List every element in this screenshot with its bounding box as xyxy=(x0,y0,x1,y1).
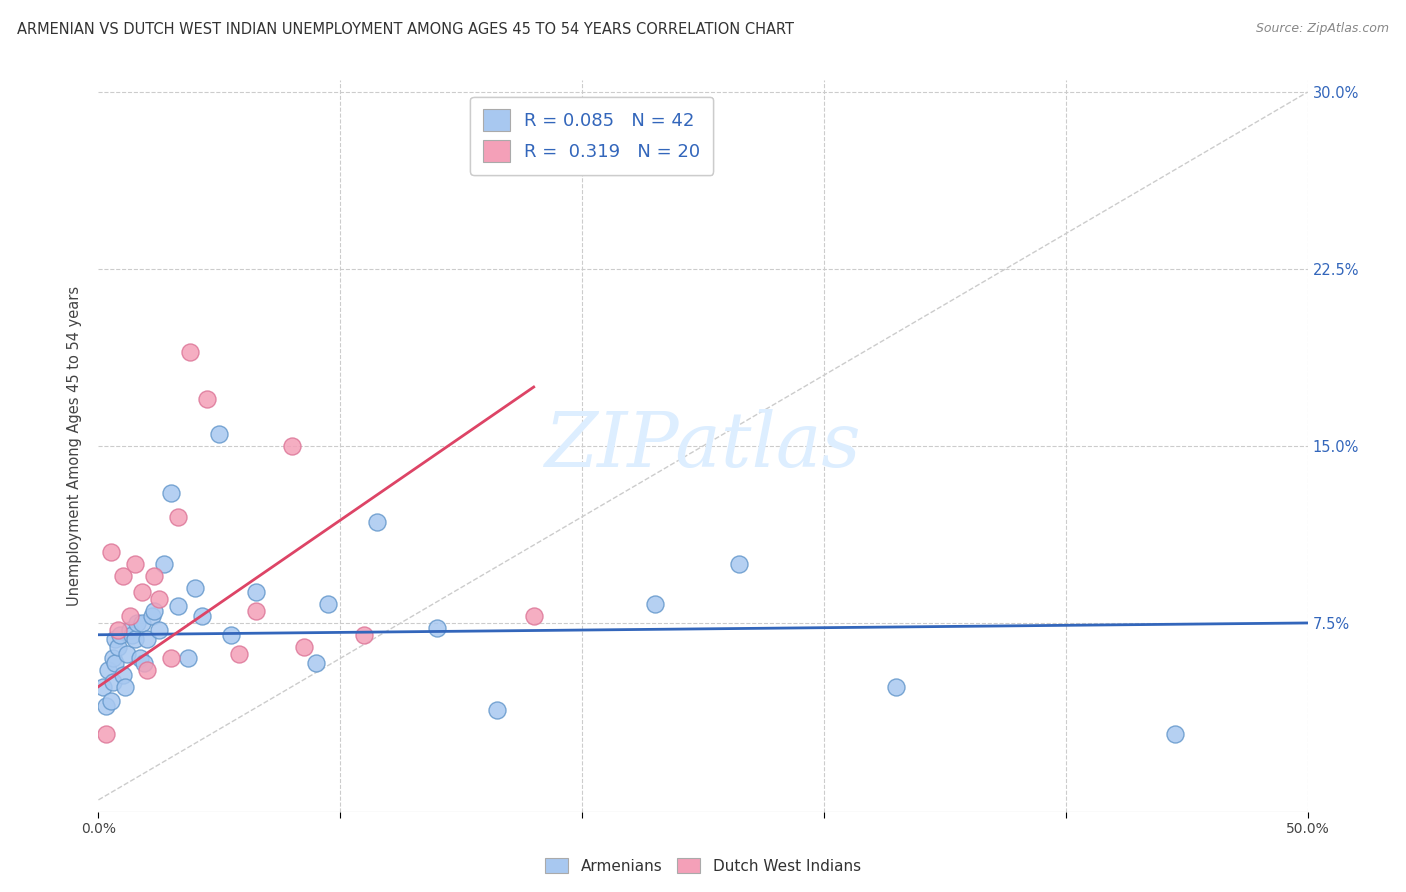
Point xyxy=(221,628,243,642)
Point xyxy=(1163,727,1185,741)
Point xyxy=(111,668,134,682)
Point xyxy=(101,675,124,690)
Point xyxy=(292,640,315,654)
Point xyxy=(523,608,546,623)
Point xyxy=(100,694,122,708)
Point xyxy=(245,604,267,618)
Text: ZIPatlas: ZIPatlas xyxy=(544,409,862,483)
Point xyxy=(131,615,153,630)
Point xyxy=(316,597,339,611)
Point xyxy=(143,568,166,582)
Point xyxy=(167,599,190,614)
Point xyxy=(118,623,141,637)
Text: ARMENIAN VS DUTCH WEST INDIAN UNEMPLOYMENT AMONG AGES 45 TO 54 YEARS CORRELATION: ARMENIAN VS DUTCH WEST INDIAN UNEMPLOYME… xyxy=(17,22,794,37)
Point xyxy=(124,632,146,647)
Point xyxy=(107,640,129,654)
Point xyxy=(94,727,117,741)
Point xyxy=(131,585,153,599)
Point xyxy=(111,568,134,582)
Point xyxy=(160,651,183,665)
Point xyxy=(128,651,150,665)
Point xyxy=(728,557,751,571)
Point xyxy=(104,656,127,670)
Point xyxy=(97,663,120,677)
Point xyxy=(167,509,190,524)
Point xyxy=(107,623,129,637)
Point xyxy=(644,597,666,611)
Point xyxy=(121,628,143,642)
Legend: Armenians, Dutch West Indians: Armenians, Dutch West Indians xyxy=(538,852,868,880)
Point xyxy=(160,486,183,500)
Point xyxy=(184,581,207,595)
Y-axis label: Unemployment Among Ages 45 to 54 years: Unemployment Among Ages 45 to 54 years xyxy=(67,286,83,606)
Text: Source: ZipAtlas.com: Source: ZipAtlas.com xyxy=(1256,22,1389,36)
Point xyxy=(134,656,156,670)
Point xyxy=(353,628,375,642)
Point xyxy=(148,623,170,637)
Point xyxy=(305,656,328,670)
Point xyxy=(486,703,509,717)
Point xyxy=(245,585,267,599)
Point xyxy=(118,608,141,623)
Point xyxy=(91,680,114,694)
Point xyxy=(152,557,174,571)
Point xyxy=(108,628,131,642)
Point xyxy=(195,392,218,406)
Point xyxy=(101,651,124,665)
Point xyxy=(177,651,200,665)
Point xyxy=(886,680,908,694)
Point xyxy=(114,680,136,694)
Point xyxy=(281,439,304,453)
Point xyxy=(208,427,231,442)
Point xyxy=(426,621,449,635)
Point xyxy=(135,663,157,677)
Point xyxy=(179,344,201,359)
Point xyxy=(141,608,163,623)
Point xyxy=(366,515,388,529)
Legend: R = 0.085   N = 42, R =  0.319   N = 20: R = 0.085 N = 42, R = 0.319 N = 20 xyxy=(470,96,713,175)
Point xyxy=(124,557,146,571)
Point xyxy=(143,604,166,618)
Point xyxy=(228,647,250,661)
Point xyxy=(191,608,214,623)
Point xyxy=(135,632,157,647)
Point xyxy=(100,545,122,559)
Point xyxy=(127,615,149,630)
Point xyxy=(148,592,170,607)
Point xyxy=(94,698,117,713)
Point xyxy=(117,647,139,661)
Point xyxy=(104,632,127,647)
